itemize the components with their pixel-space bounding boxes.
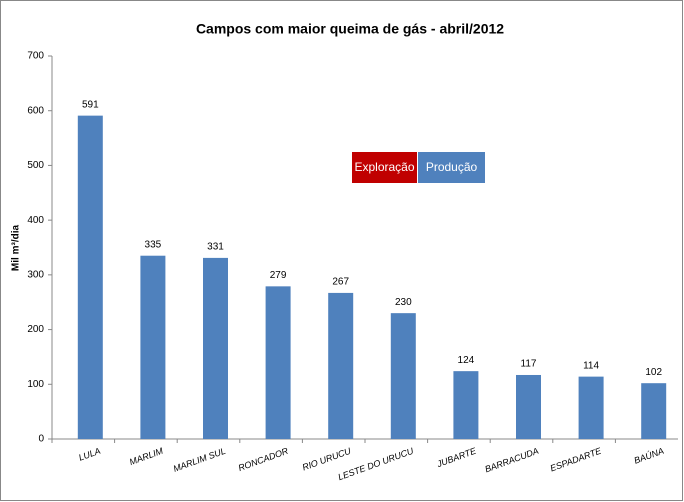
y-tick-label: 400 — [27, 215, 44, 226]
legend-label: Exploração — [354, 160, 414, 174]
bar — [578, 376, 604, 439]
bar — [140, 255, 166, 439]
legend-swatch — [352, 152, 417, 183]
bar — [265, 286, 291, 439]
y-tick-label: 200 — [27, 324, 44, 335]
chart-title: Campos com maior queima de gás - abril/2… — [196, 21, 504, 37]
data-label: 335 — [145, 239, 162, 250]
bar — [77, 115, 103, 439]
bar — [328, 292, 354, 439]
data-label: 331 — [207, 242, 224, 253]
bar — [390, 313, 416, 439]
data-label: 114 — [583, 360, 599, 371]
data-label: 102 — [645, 367, 662, 378]
y-tick-label: 100 — [27, 379, 44, 390]
y-axis-label: Mil m³/dia — [11, 225, 22, 272]
y-tick-label: 700 — [27, 51, 44, 62]
y-tick-label: 600 — [27, 105, 44, 116]
data-label: 117 — [521, 359, 537, 370]
legend-label: Produção — [426, 160, 478, 174]
bar — [453, 371, 479, 439]
bar — [203, 257, 228, 439]
y-tick-label: 500 — [27, 160, 44, 171]
data-label: 124 — [458, 355, 475, 366]
bar — [641, 383, 667, 439]
data-label: 267 — [332, 277, 349, 288]
legend-swatch — [418, 152, 485, 183]
data-label: 230 — [395, 297, 412, 308]
bar — [516, 374, 541, 439]
data-label: 591 — [82, 99, 99, 110]
data-label: 279 — [270, 270, 287, 281]
y-tick-label: 300 — [27, 269, 44, 280]
y-tick-label: 0 — [38, 434, 44, 445]
